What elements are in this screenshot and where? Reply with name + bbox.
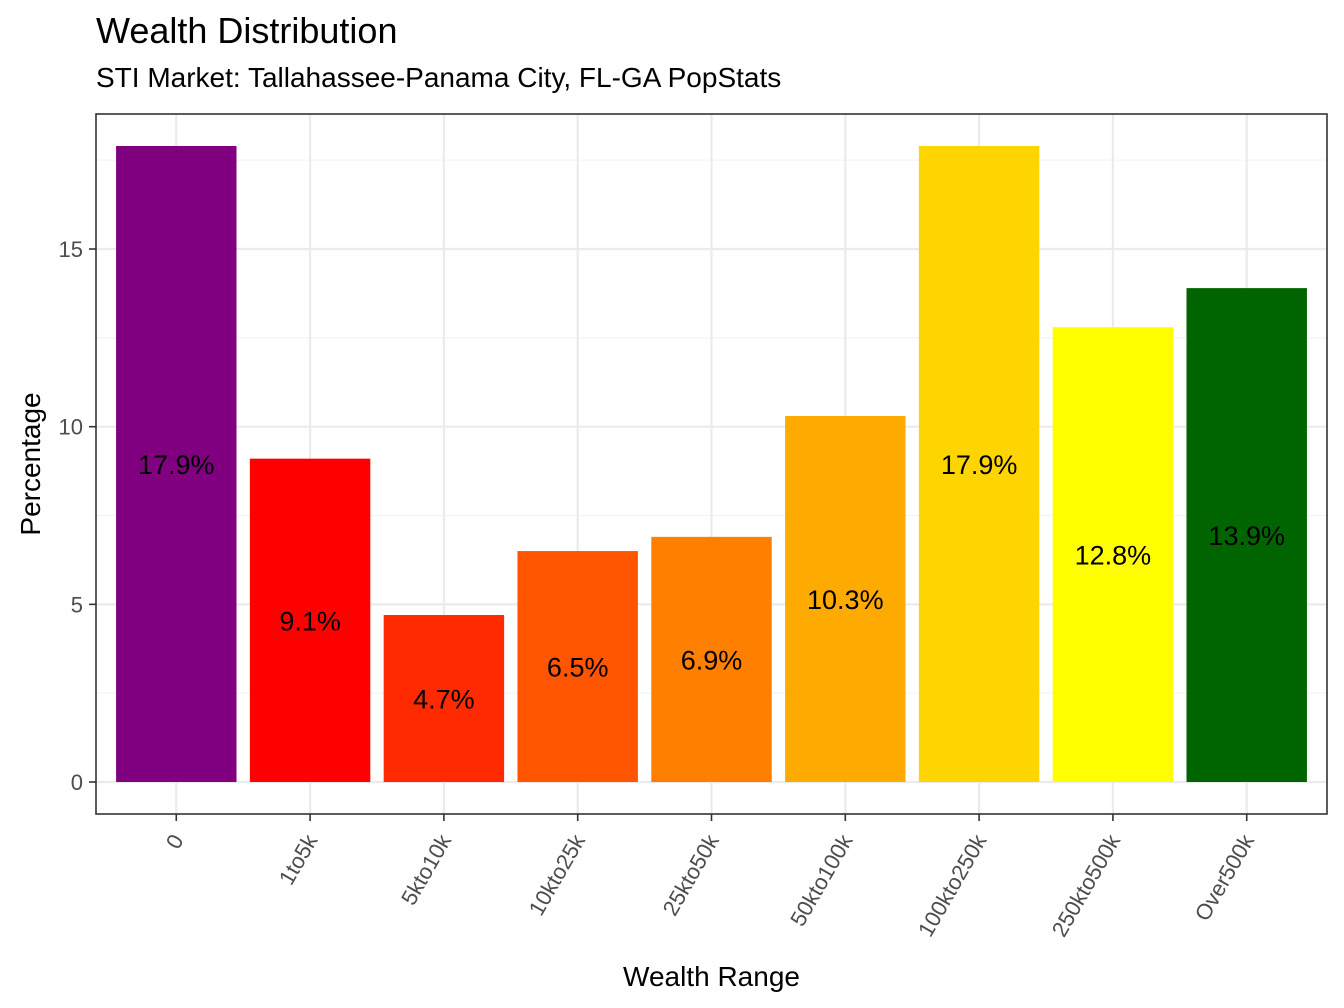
bar	[651, 536, 772, 783]
x-tick-label: 50kto100k	[785, 829, 858, 930]
bar	[1052, 327, 1174, 783]
x-axis: 0 1to5k 5kto10k 10kto25k 25kto50k 50kto100k 10…	[161, 814, 1260, 941]
bar	[249, 458, 371, 783]
x-tick-label: 100kto250k	[913, 829, 992, 941]
bar	[383, 615, 505, 783]
y-axis-title: Percentage	[15, 392, 46, 535]
chart-subtitle: STI Market: Tallahassee-Panama City, FL-…	[96, 62, 782, 93]
bar-value-label: 17.9%	[941, 450, 1018, 480]
y-tick-label: 5	[71, 592, 83, 617]
bar-labels: 17.9% 9.1% 4.7% 6.5% 6.9% 10.3% 17.9% 12.8% 13.9…	[138, 450, 1285, 715]
x-tick-label: 1to5k	[274, 829, 323, 889]
bar-value-label: 9.1%	[279, 606, 341, 636]
bar-value-label: 6.5%	[547, 653, 609, 683]
y-axis: 0 5 10 15	[59, 237, 96, 795]
bar-value-label: 6.9%	[681, 645, 743, 675]
bar-value-label: 10.3%	[807, 585, 884, 615]
bar	[116, 145, 237, 783]
chart-title: Wealth Distribution	[96, 10, 398, 51]
x-tick-label: 5kto10k	[396, 829, 457, 909]
y-tick-label: 15	[59, 237, 83, 262]
x-axis-title: Wealth Range	[623, 961, 800, 992]
bar	[785, 416, 906, 783]
bar-value-label: 4.7%	[413, 685, 475, 715]
bar	[918, 145, 1040, 783]
bar-value-label: 13.9%	[1208, 521, 1285, 551]
bar-value-label: 17.9%	[138, 450, 215, 480]
x-tick-label: 250kto500k	[1047, 829, 1126, 941]
x-tick-label: 25kto50k	[658, 829, 725, 920]
y-tick-label: 10	[59, 415, 83, 440]
bars	[116, 145, 1307, 783]
bar	[517, 551, 638, 783]
bar-value-label: 12.8%	[1075, 541, 1152, 571]
bar	[1186, 288, 1307, 783]
y-tick-label: 0	[71, 770, 83, 795]
x-tick-label: 0	[161, 830, 189, 853]
x-tick-label: Over500k	[1190, 829, 1260, 925]
x-tick-label: 10kto25k	[524, 829, 591, 920]
